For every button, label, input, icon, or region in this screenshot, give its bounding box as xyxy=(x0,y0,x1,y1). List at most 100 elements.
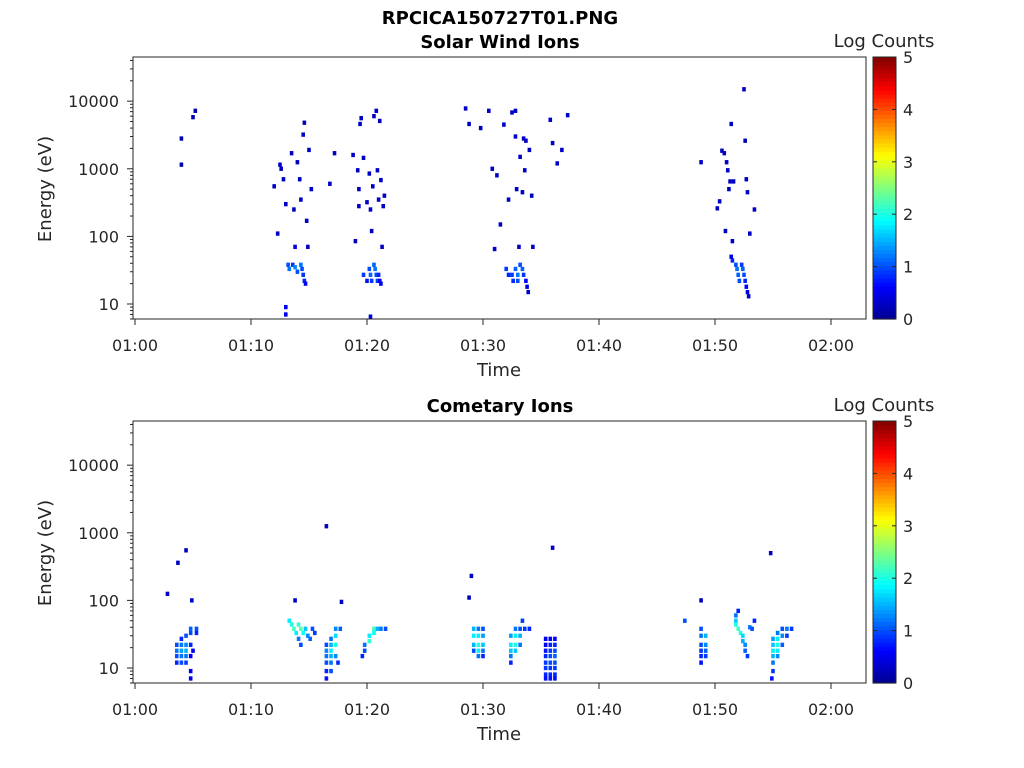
cometary-y-tick-label: 1000 xyxy=(78,524,119,543)
solar-wind-data-cell xyxy=(743,138,747,143)
cometary-data-cell xyxy=(509,642,513,648)
solar-wind-data-cell xyxy=(301,272,305,277)
solar-wind-data-cell xyxy=(463,106,468,111)
cometary-data-cell xyxy=(362,648,367,653)
solar-wind-ylabel: Energy (eV) xyxy=(35,136,56,242)
cometary-data-cell xyxy=(543,665,548,671)
solar-wind-colorbar-segment xyxy=(873,89,896,95)
cometary-data-cell xyxy=(191,648,195,653)
solar-wind-colorbar-tick-label: 0 xyxy=(903,310,913,329)
solar-wind-colorbar-segment xyxy=(873,310,896,316)
solar-wind-data-cell xyxy=(516,272,520,277)
cometary-data-cell xyxy=(379,626,383,631)
solar-wind-colorbar-segment xyxy=(873,224,896,230)
cometary-data-cell xyxy=(324,648,329,653)
solar-wind-colorbar-segment xyxy=(873,249,896,255)
cometary-colorbar-segment xyxy=(873,597,896,602)
cometary-x-tick-label: 01:20 xyxy=(344,700,390,719)
cometary-data-cell xyxy=(324,668,329,674)
cometary-data-cell xyxy=(476,653,481,659)
cometary-colorbar-segment xyxy=(873,527,896,533)
solar-wind-data-cell xyxy=(284,312,288,317)
solar-wind-data-cell xyxy=(376,197,381,202)
solar-wind-y-tick-label: 100 xyxy=(88,227,119,246)
cometary-data-cell xyxy=(752,618,757,623)
cometary-data-cell xyxy=(188,653,193,659)
solar-wind-data-cell xyxy=(487,108,491,113)
cometary-data-cell xyxy=(324,676,329,681)
solar-wind-data-cell xyxy=(179,162,184,167)
solar-wind-data-cell xyxy=(734,262,738,267)
cometary-data-cell xyxy=(179,636,184,641)
solar-wind-data-cell xyxy=(730,258,735,263)
solar-wind-data-cell xyxy=(179,136,184,141)
solar-wind-colorbar-segment xyxy=(873,171,896,177)
solar-wind-colorbar-segment xyxy=(873,134,896,140)
solar-wind-colorbar-segment xyxy=(873,257,896,263)
cometary-data-cell xyxy=(543,672,548,677)
cometary-colorbar-segment xyxy=(873,609,896,615)
cometary-colorbar-segment xyxy=(873,637,896,643)
solar-wind-colorbar-segment xyxy=(873,155,896,160)
solar-wind-data-cell xyxy=(510,272,514,277)
solar-wind-data-cell xyxy=(730,238,735,244)
solar-wind-data-cell xyxy=(506,272,511,277)
cometary-colorbar xyxy=(872,420,897,684)
cometary-data-cell xyxy=(333,653,338,659)
cometary-data-cell xyxy=(518,642,522,648)
cometary-data-cell xyxy=(372,626,376,631)
solar-wind-data-cell xyxy=(353,238,358,244)
cometary-data-cell xyxy=(522,626,527,631)
solar-wind-colorbar-segment xyxy=(873,306,896,312)
solar-wind-colorbar-segment xyxy=(873,282,896,287)
solar-wind-data-cell xyxy=(495,173,499,178)
solar-wind-colorbar-segment xyxy=(873,122,896,128)
cometary-colorbar-segment xyxy=(873,592,896,598)
cometary-colorbar-segment xyxy=(873,556,896,561)
solar-wind-data-cell xyxy=(379,281,383,286)
cometary-data-cell xyxy=(734,622,738,627)
solar-wind-data-cell xyxy=(742,87,746,92)
cometary-data-cell xyxy=(734,618,738,623)
cometary-colorbar-segment xyxy=(873,470,896,475)
cometary-data-cell xyxy=(179,660,184,665)
solar-wind-colorbar-segment xyxy=(873,77,896,83)
solar-wind-data-cell xyxy=(531,244,535,250)
solar-wind-data-cell xyxy=(279,166,283,171)
cometary-colorbar-segment xyxy=(873,461,896,467)
cometary-colorbar-segment xyxy=(873,498,896,504)
solar-wind-data-cell xyxy=(510,110,514,115)
cometary-data-cell xyxy=(360,653,365,659)
solar-wind-data-cell xyxy=(306,244,310,250)
cometary-data-cell xyxy=(174,660,179,665)
cometary-colorbar-segment xyxy=(873,560,896,565)
solar-wind-data-cell xyxy=(272,184,276,189)
solar-wind-colorbar-segment xyxy=(873,200,896,205)
solar-wind-colorbar-segment xyxy=(873,73,896,79)
cometary-data-cell xyxy=(770,676,774,681)
cometary-colorbar-segment xyxy=(873,580,896,586)
cometary-data-cell xyxy=(775,653,780,659)
solar-wind-data-cell xyxy=(524,278,528,284)
solar-wind-data-cell xyxy=(736,272,740,277)
cometary-data-cell xyxy=(543,676,548,681)
solar-wind-data-cell xyxy=(382,193,387,198)
cometary-colorbar-tick-label: 4 xyxy=(903,464,913,483)
solar-wind-data-cells xyxy=(179,87,757,319)
solar-wind-x-tick-label: 02:00 xyxy=(808,336,854,355)
cometary-data-cell xyxy=(174,653,179,659)
solar-wind-data-cell xyxy=(513,108,518,113)
cometary-data-cell xyxy=(481,653,485,659)
solar-wind-colorbar-segment xyxy=(873,237,896,242)
solar-wind-data-cell xyxy=(359,116,363,121)
cometary-data-cell xyxy=(509,660,513,665)
solar-wind-colorbar-segment xyxy=(873,233,896,238)
cometary-colorbar-segment xyxy=(873,633,896,639)
cometary-data-cell xyxy=(294,630,299,636)
solar-wind-y-tick-label: 10000 xyxy=(68,92,119,111)
cometary-data-cell xyxy=(550,545,555,550)
cometary-data-cell xyxy=(329,648,333,653)
cometary-colorbar-segment xyxy=(873,523,896,529)
cometary-data-cell xyxy=(775,636,780,641)
cometary-data-cell xyxy=(543,648,548,653)
